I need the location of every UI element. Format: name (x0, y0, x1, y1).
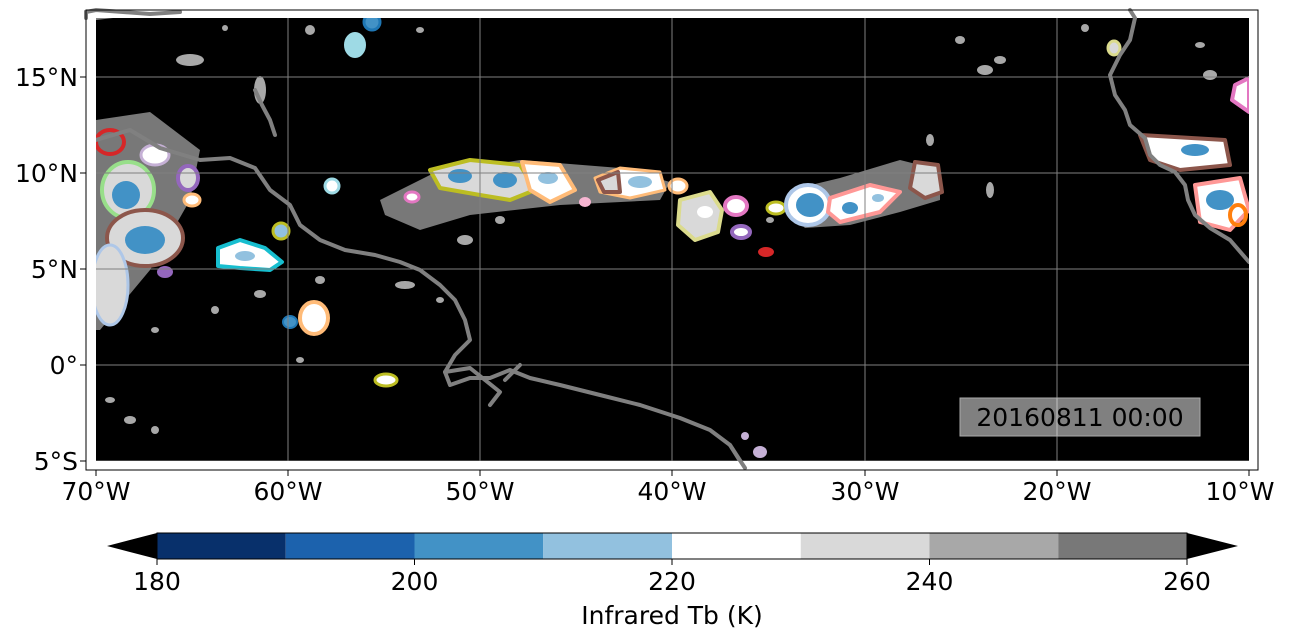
map-gridlines (96, 18, 1249, 461)
lat-tick-label: 5°S (34, 447, 78, 476)
colorbar-bins (157, 533, 1187, 559)
colorbar-bin (414, 533, 544, 559)
colorbar-bin (543, 533, 672, 559)
colorbar: 180 200 220 240 260 Infrared Tb (K) (107, 532, 1238, 630)
cloud-clusters (96, 18, 1249, 458)
lon-tick-label: 40°W (637, 477, 706, 506)
colorbar-tick-label: 220 (648, 567, 696, 596)
africa-coastline (1108, 18, 1249, 264)
timestamp-text: 20160811 00:00 (976, 403, 1183, 432)
latitude-axis: 15°N 10°N 5°N 0° 5°S (15, 63, 86, 476)
colorbar-tick-label: 200 (391, 567, 439, 596)
timestamp-box: 20160811 00:00 (959, 397, 1201, 437)
lon-tick-label: 60°W (253, 477, 322, 506)
colorbar-under-extension (107, 533, 157, 559)
longitude-axis: 70°W 60°W 50°W 40°W 30°W 20°W 10°W (61, 470, 1275, 506)
cloud-cluster-62w (216, 177, 399, 388)
colorbar-bin (672, 533, 801, 559)
lon-tick-label: 70°W (61, 477, 130, 506)
lon-tick-label: 10°W (1205, 477, 1274, 506)
colorbar-bin (929, 533, 1059, 559)
cloud-cluster-west-68w (96, 112, 202, 330)
colorbar-bin (1058, 533, 1187, 559)
colorbar-bin (157, 533, 286, 559)
map-content (96, 18, 1249, 461)
cloud-cluster-37w (676, 190, 787, 458)
lat-tick-label: 0° (50, 351, 78, 380)
colorbar-tick-label: 240 (906, 567, 954, 596)
colorbar-bin (800, 533, 930, 559)
lon-tick-label: 30°W (830, 477, 899, 506)
lon-tick-label: 50°W (445, 477, 514, 506)
colorbar-bin (285, 533, 415, 559)
coastlines (96, 18, 1249, 461)
lesser-antilles-coastline (253, 88, 277, 137)
cloud-cluster-30w (784, 160, 944, 228)
colorbar-over-extension (1187, 533, 1238, 559)
colorbar-label: Infrared Tb (K) (581, 601, 763, 630)
colorbar-tick-label: 180 (133, 567, 181, 596)
cloud-cluster-east (1106, 39, 1249, 232)
lat-tick-label: 5°N (31, 255, 78, 284)
colorbar-ticks: 180 200 220 240 260 (133, 559, 1211, 596)
colorbar-tick-label: 260 (1163, 567, 1211, 596)
lat-tick-label: 15°N (15, 63, 78, 92)
lat-tick-label: 10°N (15, 159, 78, 188)
south-america-coastline (96, 128, 742, 461)
cloud-cluster-top-57w (344, 18, 382, 58)
lon-tick-label: 20°W (1022, 477, 1091, 506)
cloud-band-central (380, 158, 689, 230)
amazon-delta-coastline (443, 363, 522, 407)
